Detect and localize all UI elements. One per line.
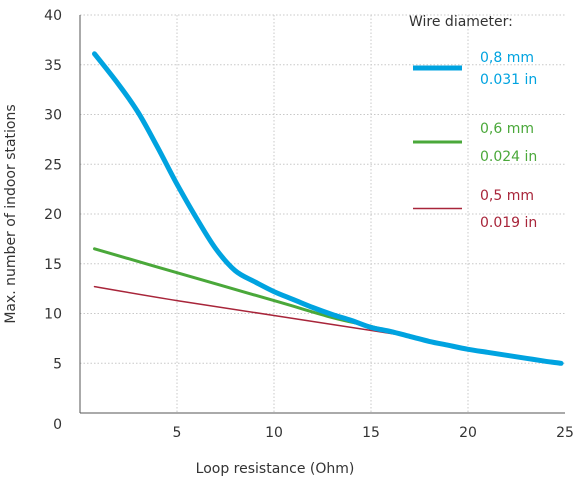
y-tick-label: 15 xyxy=(44,257,62,273)
legend-label-alt: 0.024 in xyxy=(480,149,537,165)
y-tick-label: 5 xyxy=(53,356,62,372)
x-tick-label: 10 xyxy=(265,425,283,441)
y-tick-label: 20 xyxy=(44,207,62,223)
x-tick-label: 5 xyxy=(173,425,182,441)
y-tick-label: 10 xyxy=(44,307,62,323)
legend-label-alt: 0.031 in xyxy=(480,72,537,88)
legend-label-alt: 0.019 in xyxy=(480,215,537,231)
legend-label: 0,8 mm xyxy=(480,50,534,66)
series-line-0-8-mm xyxy=(92,51,564,366)
x-axis-title: Loop resistance (Ohm) xyxy=(196,461,355,477)
legend-title: Wire diameter: xyxy=(409,14,513,30)
x-tick-label: 15 xyxy=(362,425,380,441)
y-axis-title: Max. number of indoor stations xyxy=(3,104,19,323)
y-tick-label: 40 xyxy=(44,8,62,24)
series-line-0-5-mm xyxy=(93,285,411,338)
series-lines xyxy=(92,51,564,366)
tick-labels: 0 5 10 15 20 25 30 35 40 5 10 15 20 25 xyxy=(44,8,574,441)
axes xyxy=(79,15,565,414)
x-tick-label: 25 xyxy=(556,425,574,441)
y-tick-label: 25 xyxy=(44,157,62,173)
y-tick-label: 0 xyxy=(53,417,62,433)
legend-label: 0,5 mm xyxy=(480,188,534,204)
y-tick-label: 30 xyxy=(44,108,62,124)
x-tick-label: 20 xyxy=(459,425,477,441)
legend-label: 0,6 mm xyxy=(480,121,534,137)
y-tick-label: 35 xyxy=(44,58,62,74)
legend: Wire diameter: 0,8 mm 0.031 in 0,6 mm 0.024… xyxy=(409,14,537,231)
